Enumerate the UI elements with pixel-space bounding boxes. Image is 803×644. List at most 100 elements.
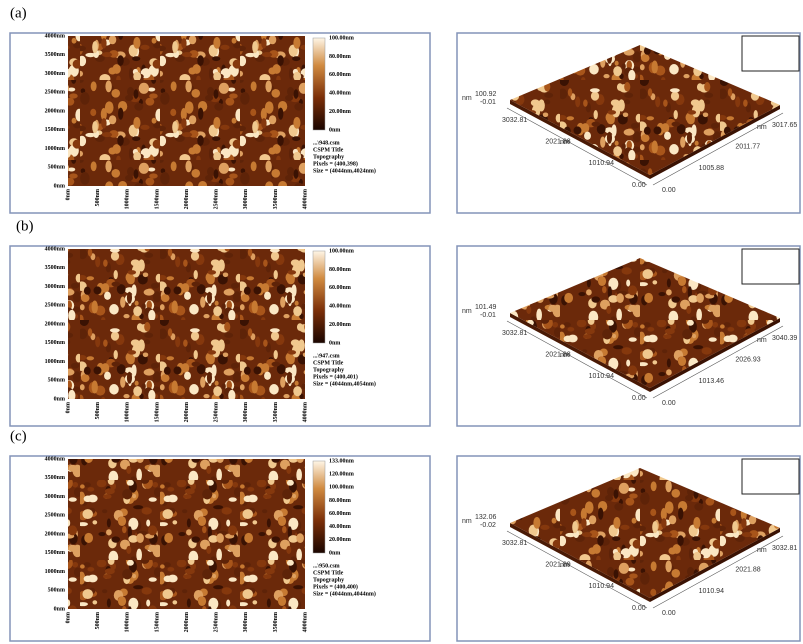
colorbar-label: 40.00nm	[329, 524, 351, 530]
info-line: ...\948.csm	[313, 140, 340, 146]
colorbar-label: 80.00nm	[329, 267, 351, 273]
colorbar-label: 20.00nm	[329, 109, 351, 115]
right-axis-label: 3017.65	[772, 122, 797, 129]
colorbar	[313, 251, 325, 343]
x-tick-label: 2500nm	[214, 612, 220, 632]
legend-box	[742, 459, 799, 494]
y-tick-label: 3000nm	[45, 284, 65, 290]
y-tick-label: 2000nm	[45, 108, 65, 114]
info-line: Size = (4044nm,4054nm)	[313, 380, 376, 387]
left-axis-label: 1010.94	[589, 373, 614, 380]
right-axis-unit: nm	[757, 547, 767, 554]
z-unit: nm	[462, 95, 472, 102]
panel-label: (c)	[10, 428, 27, 444]
colorbar-label: 0nm	[329, 550, 340, 556]
left-axis-label: 0.00	[632, 395, 646, 402]
y-tick-label: 4000nm	[45, 246, 65, 252]
y-tick-label: 1500nm	[45, 340, 65, 346]
colorbar	[313, 461, 325, 553]
x-tick-label: 1000nm	[125, 402, 131, 422]
y-tick-label: 1000nm	[45, 359, 65, 365]
y-tick-label: 500nm	[48, 165, 65, 171]
z-min: -0.01	[480, 312, 496, 319]
y-tick-label: 3500nm	[45, 52, 65, 58]
colorbar-label: 80.00nm	[329, 498, 351, 504]
colorbar-label: 120.00nm	[329, 472, 354, 478]
right-axis-label: 3040.39	[772, 335, 797, 342]
y-tick-label: 3500nm	[45, 265, 65, 271]
y-tick-label: 2500nm	[45, 90, 65, 96]
right-axis-label: 2026.93	[735, 357, 760, 364]
y-tick-label: 3000nm	[45, 494, 65, 500]
right-axis-label: 0.00	[662, 400, 676, 407]
z-min: -0.01	[480, 99, 496, 106]
y-tick-label: 0nm	[54, 183, 65, 189]
afm-surface	[510, 258, 780, 388]
right-axis-unit: nm	[757, 337, 767, 344]
x-tick-label: 0nm	[65, 402, 71, 413]
x-tick-label: 4000nm	[302, 189, 308, 209]
y-tick-label: 1500nm	[45, 550, 65, 556]
info-line: Topography	[313, 367, 344, 373]
x-tick-label: 4000nm	[302, 402, 308, 422]
y-tick-label: 500nm	[48, 588, 65, 594]
legend-box	[742, 249, 799, 284]
y-tick-label: 4000nm	[45, 456, 65, 462]
colorbar-label: 60.00nm	[329, 511, 351, 517]
info-line: Topography	[313, 577, 344, 583]
y-tick-label: 500nm	[48, 378, 65, 384]
x-tick-label: 1500nm	[154, 612, 160, 632]
afm-map	[68, 249, 305, 399]
afm-surface	[510, 468, 780, 598]
info-line: ...\947.csm	[313, 353, 340, 359]
right-axis-label: 0.00	[662, 187, 676, 194]
y-tick-label: 4000nm	[45, 33, 65, 39]
y-tick-label: 2000nm	[45, 531, 65, 537]
x-tick-label: 2500nm	[214, 402, 220, 422]
x-tick-label: 500nm	[95, 189, 101, 206]
info-line: Topography	[313, 154, 344, 160]
z-max: 100.92	[475, 91, 497, 98]
left-axis-label: 3032.81	[502, 117, 527, 124]
x-tick-label: 2000nm	[184, 189, 190, 209]
right-axis-label: 1013.46	[699, 378, 724, 385]
colorbar	[313, 38, 325, 130]
x-tick-label: 500nm	[95, 612, 101, 629]
left-axis-label: 0.00	[632, 605, 646, 612]
x-tick-label: 2500nm	[214, 189, 220, 209]
panel-label: (a)	[10, 5, 27, 21]
colorbar-label: 80.00nm	[329, 54, 351, 60]
y-tick-label: 0nm	[54, 606, 65, 612]
x-tick-label: 3500nm	[273, 189, 279, 209]
x-tick-label: 1500nm	[154, 402, 160, 422]
colorbar-label: 60.00nm	[329, 72, 351, 78]
x-tick-label: 3500nm	[273, 402, 279, 422]
info-line: Size = (4044nm,4024nm)	[313, 167, 376, 174]
afm-map	[68, 459, 305, 609]
info-line: Size = (4044nm,4044nm)	[313, 590, 376, 597]
x-tick-label: 4000nm	[302, 612, 308, 632]
y-tick-label: 2000nm	[45, 321, 65, 327]
x-tick-label: 500nm	[95, 402, 101, 419]
x-tick-label: 0nm	[65, 612, 71, 623]
right-axis-label: 1010.94	[699, 588, 724, 595]
x-tick-label: 2000nm	[184, 402, 190, 422]
right-axis-label: 1005.88	[699, 165, 724, 172]
info-line: Pixels = (400,400)	[313, 583, 358, 590]
info-line: ...\950.csm	[313, 563, 340, 569]
x-tick-label: 1000nm	[125, 189, 131, 209]
y-tick-label: 0nm	[54, 396, 65, 402]
colorbar-label: 133.00nm	[329, 458, 354, 464]
colorbar-label: 0nm	[329, 127, 340, 133]
x-tick-label: 3000nm	[243, 612, 249, 632]
y-tick-label: 3000nm	[45, 71, 65, 77]
left-axis-unit: nm	[560, 562, 570, 569]
z-unit: nm	[462, 308, 472, 315]
right-axis-unit: nm	[757, 124, 767, 131]
info-line: Pixels = (400,401)	[313, 373, 358, 380]
left-axis-label: 1010.94	[589, 160, 614, 167]
x-tick-label: 1500nm	[154, 189, 160, 209]
y-tick-label: 1000nm	[45, 569, 65, 575]
y-tick-label: 1500nm	[45, 127, 65, 133]
info-line: CSPM Title	[313, 147, 344, 153]
